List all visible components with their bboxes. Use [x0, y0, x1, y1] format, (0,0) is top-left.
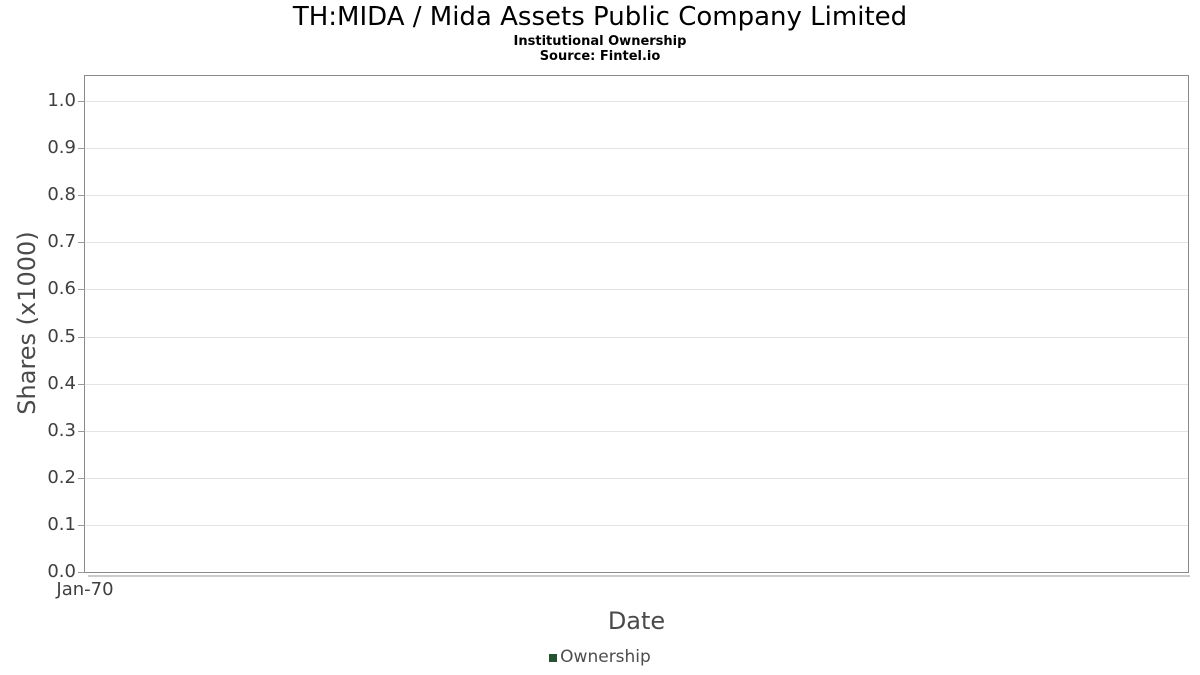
y-tick-mark: [78, 336, 85, 338]
gridline-y-0.4: [85, 383, 1188, 385]
chart-source: Source: Fintel.io: [539, 49, 661, 64]
gridline-y-0.2: [85, 477, 1188, 479]
gridline-y-0.8: [85, 195, 1188, 197]
y-tick-label: 0.9: [47, 137, 76, 159]
gridline-y-0.5: [85, 336, 1188, 338]
legend-swatch-icon: [549, 654, 558, 662]
y-tick-mark: [78, 289, 85, 291]
y-tick-label: 0.5: [47, 325, 76, 347]
x-tick-label: Jan-70: [56, 579, 114, 600]
y-tick-mark: [78, 148, 85, 150]
chart-subtitle: Institutional Ownership: [513, 34, 687, 49]
chart-title: TH:MIDA / Mida Assets Public Company Lim…: [292, 2, 908, 32]
y-tick-label: 0.1: [47, 513, 76, 535]
gridline-y-0.3: [85, 430, 1188, 432]
y-tick-label: 0.0: [47, 561, 76, 582]
gridline-y-0.9: [85, 148, 1188, 150]
gridline-y-1.0: [85, 101, 1188, 102]
y-tick-mark: [78, 242, 85, 244]
plot-area: [84, 75, 1189, 573]
y-tick-mark: [78, 477, 85, 479]
y-tick-mark: [78, 195, 85, 197]
y-tick-mark: [78, 101, 85, 102]
gridline-y-0.7: [85, 242, 1188, 244]
legend-item-label: Ownership: [560, 647, 651, 667]
y-tick-label: 0.4: [47, 372, 76, 394]
gridline-y-0.6: [85, 289, 1188, 291]
y-tick-label: 0.2: [47, 466, 76, 488]
y-tick-mark: [78, 524, 85, 526]
y-tick-label: 0.3: [47, 419, 76, 441]
y-tick-label: 0.7: [47, 231, 76, 253]
y-tick-mark: [78, 383, 85, 385]
x-axis-label: Date: [607, 607, 666, 635]
y-tick-mark: [78, 430, 85, 432]
chart-legend: Ownership: [0, 645, 1200, 669]
plot-frame-shadow: [88, 575, 1190, 577]
y-tick-mark: [78, 572, 85, 573]
y-tick-label: 0.6: [47, 278, 76, 300]
gridline-y-0.1: [85, 524, 1188, 526]
y-tick-label: 0.8: [47, 184, 76, 206]
y-tick-label: 1.0: [47, 90, 76, 111]
